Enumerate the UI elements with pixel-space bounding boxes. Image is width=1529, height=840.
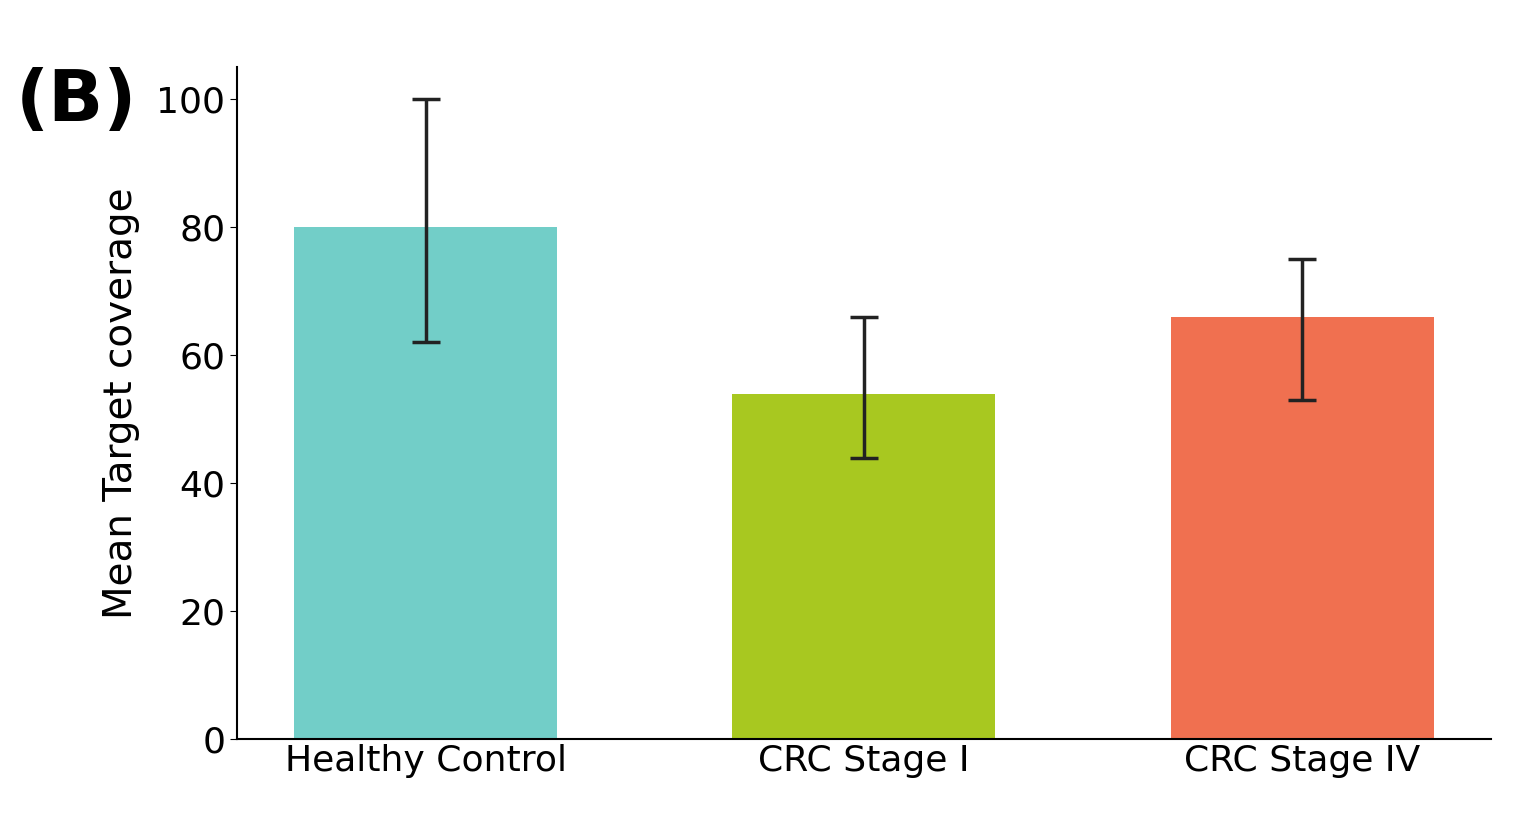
Bar [1171,317,1434,739]
Text: (B): (B) [15,67,136,136]
Bar [732,394,995,739]
Y-axis label: Mean Target coverage: Mean Target coverage [101,187,139,619]
Bar [294,227,557,739]
